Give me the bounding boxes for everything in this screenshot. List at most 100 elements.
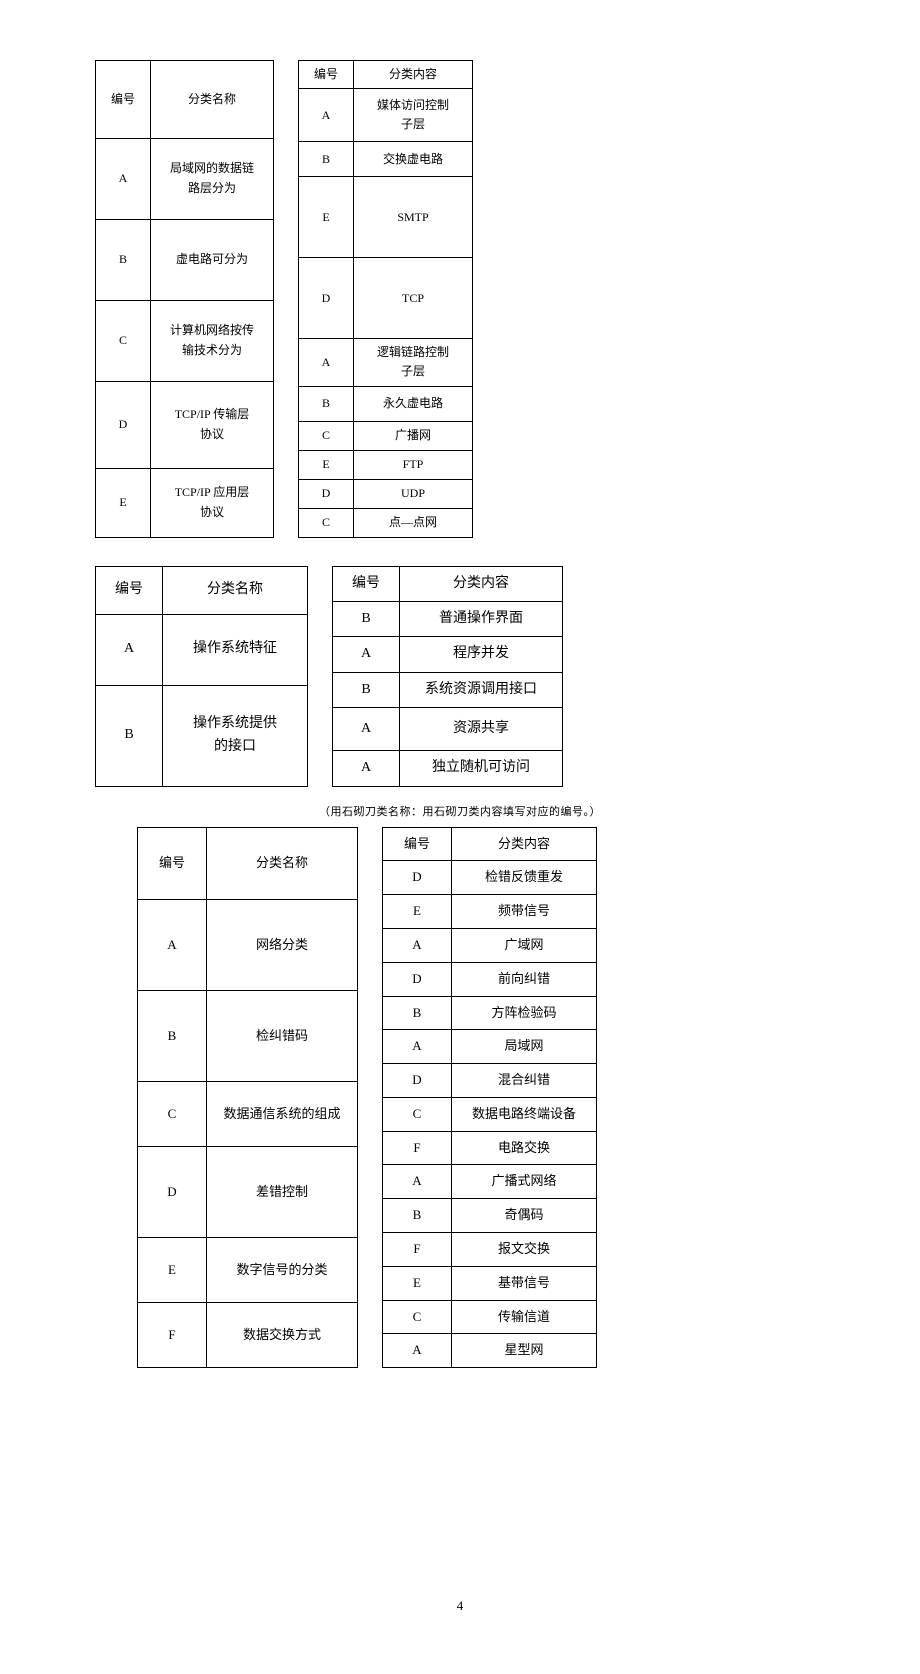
cell-code: B [383, 1199, 452, 1233]
cell-name: 操作系统提供 的接口 [163, 685, 308, 786]
cell-code: B [333, 672, 400, 707]
cell-content: 奇偶码 [452, 1199, 597, 1233]
spacer [308, 566, 332, 787]
table-row: D混合纠错 [383, 1064, 597, 1098]
cell-code: E [96, 468, 151, 537]
header-name: 分类名称 [207, 827, 358, 900]
table-header-row: 编号 分类名称 [138, 827, 358, 900]
table-row: DTCP/IP 传输层 协议 [96, 381, 274, 468]
table2-right: 编号 分类内容 B普通操作界面 A程序并发 B系统资源调用接口 A资源共享 A独… [332, 566, 563, 787]
table2-wrap: 编号 分类名称 A操作系统特征 B操作系统提供 的接口 编号 分类内容 B普通操… [95, 566, 825, 787]
caption-text: （用石砌刀类名称：用石砌刀类内容填写对应的编号。） [95, 803, 825, 819]
table-row: A逻辑链路控制 子层 [299, 339, 473, 386]
table-header-row: 编号 分类名称 [96, 61, 274, 139]
cell-code: A [96, 138, 151, 219]
cell-code: C [96, 300, 151, 381]
cell-code: A [96, 614, 163, 685]
cell-content: 逻辑链路控制 子层 [354, 339, 473, 386]
table-row: A网络分类 [138, 900, 358, 991]
cell-code: F [138, 1303, 207, 1368]
cell-code: B [138, 991, 207, 1082]
table-header-row: 编号 分类内容 [299, 61, 473, 89]
table-row: B系统资源调用接口 [333, 672, 563, 707]
table3-wrap: 编号 分类名称 A网络分类 B检纠错码 C数据通信系统的组成 D差错控制 E数字… [137, 827, 825, 1369]
cell-code: B [299, 386, 354, 421]
header-code: 编号 [299, 61, 354, 89]
cell-code: A [383, 1165, 452, 1199]
cell-code: D [138, 1147, 207, 1238]
cell-name: TCP/IP 传输层 协议 [151, 381, 274, 468]
cell-name: 数据通信系统的组成 [207, 1082, 358, 1147]
table-row: C传输信道 [383, 1300, 597, 1334]
table-row: ESMTP [299, 177, 473, 258]
cell-name: 检纠错码 [207, 991, 358, 1082]
table-row: B永久虚电路 [299, 386, 473, 421]
cell-code: D [96, 381, 151, 468]
cell-content: 系统资源调用接口 [400, 672, 563, 707]
cell-content: 普通操作界面 [400, 601, 563, 636]
cell-content: 局域网 [452, 1030, 597, 1064]
cell-code: A [333, 708, 400, 751]
table-row: B交换虚电路 [299, 142, 473, 177]
table-header-row: 编号 分类内容 [383, 827, 597, 861]
table-row: A广播式网络 [383, 1165, 597, 1199]
cell-name: 数据交换方式 [207, 1303, 358, 1368]
cell-code: A [333, 637, 400, 672]
header-content: 分类内容 [354, 61, 473, 89]
cell-name: 网络分类 [207, 900, 358, 991]
table3-right: 编号 分类内容 D检错反馈重发 E频带信号 A广域网 D前向纠错 B方阵检验码 … [382, 827, 597, 1369]
cell-code: F [383, 1131, 452, 1165]
cell-content: 媒体访问控制 子层 [354, 89, 473, 142]
cell-code: C [383, 1097, 452, 1131]
cell-code: A [299, 89, 354, 142]
cell-code: C [299, 421, 354, 450]
table-row: A独立随机可访问 [333, 751, 563, 786]
table-row: D检错反馈重发 [383, 861, 597, 895]
table-row: D前向纠错 [383, 962, 597, 996]
table-row: B普通操作界面 [333, 601, 563, 636]
table1-wrap: 编号 分类名称 A局域网的数据链 路层分为 B虚电路可分为 C计算机网络按传 输… [95, 60, 825, 538]
cell-code: B [383, 996, 452, 1030]
cell-content: TCP [354, 258, 473, 339]
cell-content: 混合纠错 [452, 1064, 597, 1098]
cell-content: 永久虚电路 [354, 386, 473, 421]
cell-content: FTP [354, 450, 473, 479]
cell-code: C [383, 1300, 452, 1334]
page-number: 4 [95, 1598, 825, 1614]
table-row: C数据通信系统的组成 [138, 1082, 358, 1147]
table-header-row: 编号 分类名称 [96, 566, 308, 614]
spacer [358, 827, 382, 1369]
table-row: A程序并发 [333, 637, 563, 672]
table-row: A局域网的数据链 路层分为 [96, 138, 274, 219]
table-row: C广播网 [299, 421, 473, 450]
table-row: E基带信号 [383, 1266, 597, 1300]
header-code: 编号 [138, 827, 207, 900]
table-row: A媒体访问控制 子层 [299, 89, 473, 142]
cell-code: A [383, 1334, 452, 1368]
cell-content: 传输信道 [452, 1300, 597, 1334]
cell-code: B [333, 601, 400, 636]
table-row: E数字信号的分类 [138, 1238, 358, 1303]
cell-code: F [383, 1233, 452, 1267]
cell-content: 前向纠错 [452, 962, 597, 996]
header-content: 分类内容 [452, 827, 597, 861]
table-row: A广域网 [383, 928, 597, 962]
cell-content: UDP [354, 479, 473, 508]
cell-name: 计算机网络按传 输技术分为 [151, 300, 274, 381]
table-row: B奇偶码 [383, 1199, 597, 1233]
header-content: 分类内容 [400, 566, 563, 601]
cell-code: A [138, 900, 207, 991]
header-code: 编号 [333, 566, 400, 601]
cell-code: C [299, 508, 354, 537]
table-row: ETCP/IP 应用层 协议 [96, 468, 274, 537]
table-row: B检纠错码 [138, 991, 358, 1082]
cell-code: E [383, 895, 452, 929]
header-name: 分类名称 [151, 61, 274, 139]
cell-content: 资源共享 [400, 708, 563, 751]
table-row: C点—点网 [299, 508, 473, 537]
table-row: B方阵检验码 [383, 996, 597, 1030]
table3-left: 编号 分类名称 A网络分类 B检纠错码 C数据通信系统的组成 D差错控制 E数字… [137, 827, 358, 1369]
cell-code: D [383, 1064, 452, 1098]
cell-content: 广域网 [452, 928, 597, 962]
cell-name: 操作系统特征 [163, 614, 308, 685]
